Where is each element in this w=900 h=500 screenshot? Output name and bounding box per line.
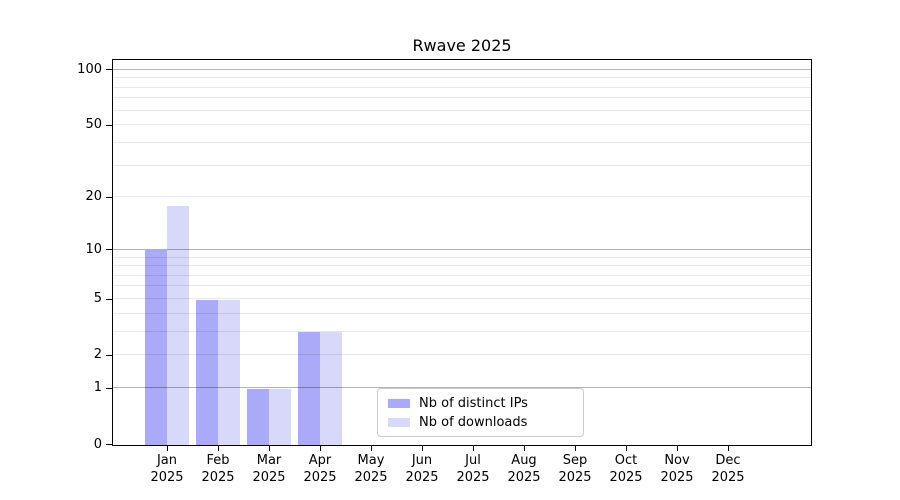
y-tick-label-100: 100 xyxy=(77,61,102,77)
y-tick-label-1: 1 xyxy=(93,380,102,396)
bar-distinct-ips-apr-2025 xyxy=(297,332,320,445)
gridline-minor-2 xyxy=(113,354,811,356)
x-tick-year: 2025 xyxy=(711,470,745,485)
legend-swatch-distinct-ips xyxy=(388,398,410,408)
gridline-minor-6 xyxy=(113,285,811,287)
gridline-minor-90 xyxy=(113,77,811,79)
x-tick-year: 2025 xyxy=(201,470,235,485)
y-tick-label-5: 5 xyxy=(93,291,102,306)
y-tick-label-20: 20 xyxy=(85,189,102,205)
x-tick-year: 2025 xyxy=(558,470,592,485)
x-tick-month: May xyxy=(357,453,385,468)
x-tick-label-jan: Jan 2025 xyxy=(136,452,198,486)
legend-item-downloads: Nb of downloads xyxy=(388,415,583,430)
x-tick-month: Feb xyxy=(206,453,230,468)
gridline-major-100 xyxy=(113,68,811,70)
legend: Nb of distinct IPs Nb of downloads xyxy=(377,388,584,437)
x-tick-feb xyxy=(217,446,219,451)
x-tick-mar xyxy=(268,446,270,451)
chart-title: Rwave 2025 xyxy=(412,36,512,55)
x-tick-sep xyxy=(574,446,576,451)
bar-downloads-feb-2025 xyxy=(217,299,240,445)
x-tick-label-nov: Nov 2025 xyxy=(646,452,708,486)
gridline-major-1 xyxy=(113,387,811,389)
x-tick-month: Dec xyxy=(715,453,741,468)
x-tick-year: 2025 xyxy=(660,470,694,485)
gridline-minor-9 xyxy=(113,256,811,258)
x-tick-label-feb: Feb 2025 xyxy=(187,452,249,486)
legend-label-downloads: Nb of downloads xyxy=(419,414,528,430)
x-tick-month: Apr xyxy=(308,453,332,468)
gridline-minor-7 xyxy=(113,274,811,276)
legend-swatch-downloads xyxy=(388,417,410,427)
x-tick-month: Jun xyxy=(411,453,433,468)
gridline-minor-50 xyxy=(113,124,811,126)
x-tick-jan xyxy=(166,446,168,451)
x-tick-oct xyxy=(625,446,627,451)
bar-downloads-apr-2025 xyxy=(319,332,342,445)
x-tick-jul xyxy=(472,446,474,451)
bar-distinct-ips-mar-2025 xyxy=(246,388,269,445)
x-tick-label-oct: Oct 2025 xyxy=(595,452,657,486)
bar-distinct-ips-feb-2025 xyxy=(195,299,218,445)
gridline-minor-30 xyxy=(113,164,811,166)
x-tick-may xyxy=(370,446,372,451)
x-tick-label-mar: Mar 2025 xyxy=(238,452,300,486)
plot-area xyxy=(112,59,812,446)
x-tick-label-apr: Apr 2025 xyxy=(289,452,351,486)
y-tick-label-2: 2 xyxy=(93,347,102,363)
x-tick-year: 2025 xyxy=(354,470,388,485)
gridline-minor-4 xyxy=(113,312,811,314)
x-tick-jun xyxy=(421,446,423,451)
gridline-minor-20 xyxy=(113,196,811,198)
x-tick-nov xyxy=(676,446,678,451)
x-tick-year: 2025 xyxy=(252,470,286,485)
x-tick-year: 2025 xyxy=(507,470,541,485)
x-tick-label-jun: Jun 2025 xyxy=(391,452,453,486)
x-tick-year: 2025 xyxy=(609,470,643,485)
y-tick-label-10: 10 xyxy=(85,241,102,257)
x-tick-aug xyxy=(523,446,525,451)
gridline-minor-40 xyxy=(113,141,811,143)
x-tick-month: Jul xyxy=(465,453,481,468)
gridline-minor-60 xyxy=(113,109,811,111)
x-tick-month: Nov xyxy=(664,453,690,468)
x-tick-apr xyxy=(319,446,321,451)
x-tick-month: Aug xyxy=(511,453,537,468)
x-tick-label-aug: Aug 2025 xyxy=(493,452,555,486)
x-tick-label-jul: Jul 2025 xyxy=(442,452,504,486)
legend-item-distinct-ips: Nb of distinct IPs xyxy=(388,396,583,411)
gridline-minor-8 xyxy=(113,265,811,267)
x-tick-year: 2025 xyxy=(150,470,184,485)
x-tick-month: Sep xyxy=(562,453,588,468)
y-tick-label-0: 0 xyxy=(93,436,102,452)
x-tick-year: 2025 xyxy=(303,470,337,485)
x-tick-year: 2025 xyxy=(405,470,439,485)
x-tick-month: Mar xyxy=(256,453,282,468)
x-tick-label-sep: Sep 2025 xyxy=(544,452,606,486)
bar-downloads-mar-2025 xyxy=(268,388,291,445)
bar-downloads-jan-2025 xyxy=(166,205,189,445)
bar-distinct-ips-jan-2025 xyxy=(144,250,167,445)
gridline-minor-3 xyxy=(113,330,811,332)
x-tick-year: 2025 xyxy=(456,470,490,485)
gridline-minor-5 xyxy=(113,298,811,299)
x-tick-label-may: May 2025 xyxy=(340,452,402,486)
x-tick-label-dec: Dec 2025 xyxy=(697,452,759,486)
gridline-minor-80 xyxy=(113,86,811,88)
y-tick-label-50: 50 xyxy=(85,117,102,133)
x-tick-month: Jan xyxy=(156,453,178,468)
gridline-major-10 xyxy=(113,248,811,250)
x-tick-month: Oct xyxy=(614,453,638,468)
x-tick-dec xyxy=(727,446,729,451)
legend-label-distinct-ips: Nb of distinct IPs xyxy=(419,395,528,411)
gridline-minor-70 xyxy=(113,97,811,99)
